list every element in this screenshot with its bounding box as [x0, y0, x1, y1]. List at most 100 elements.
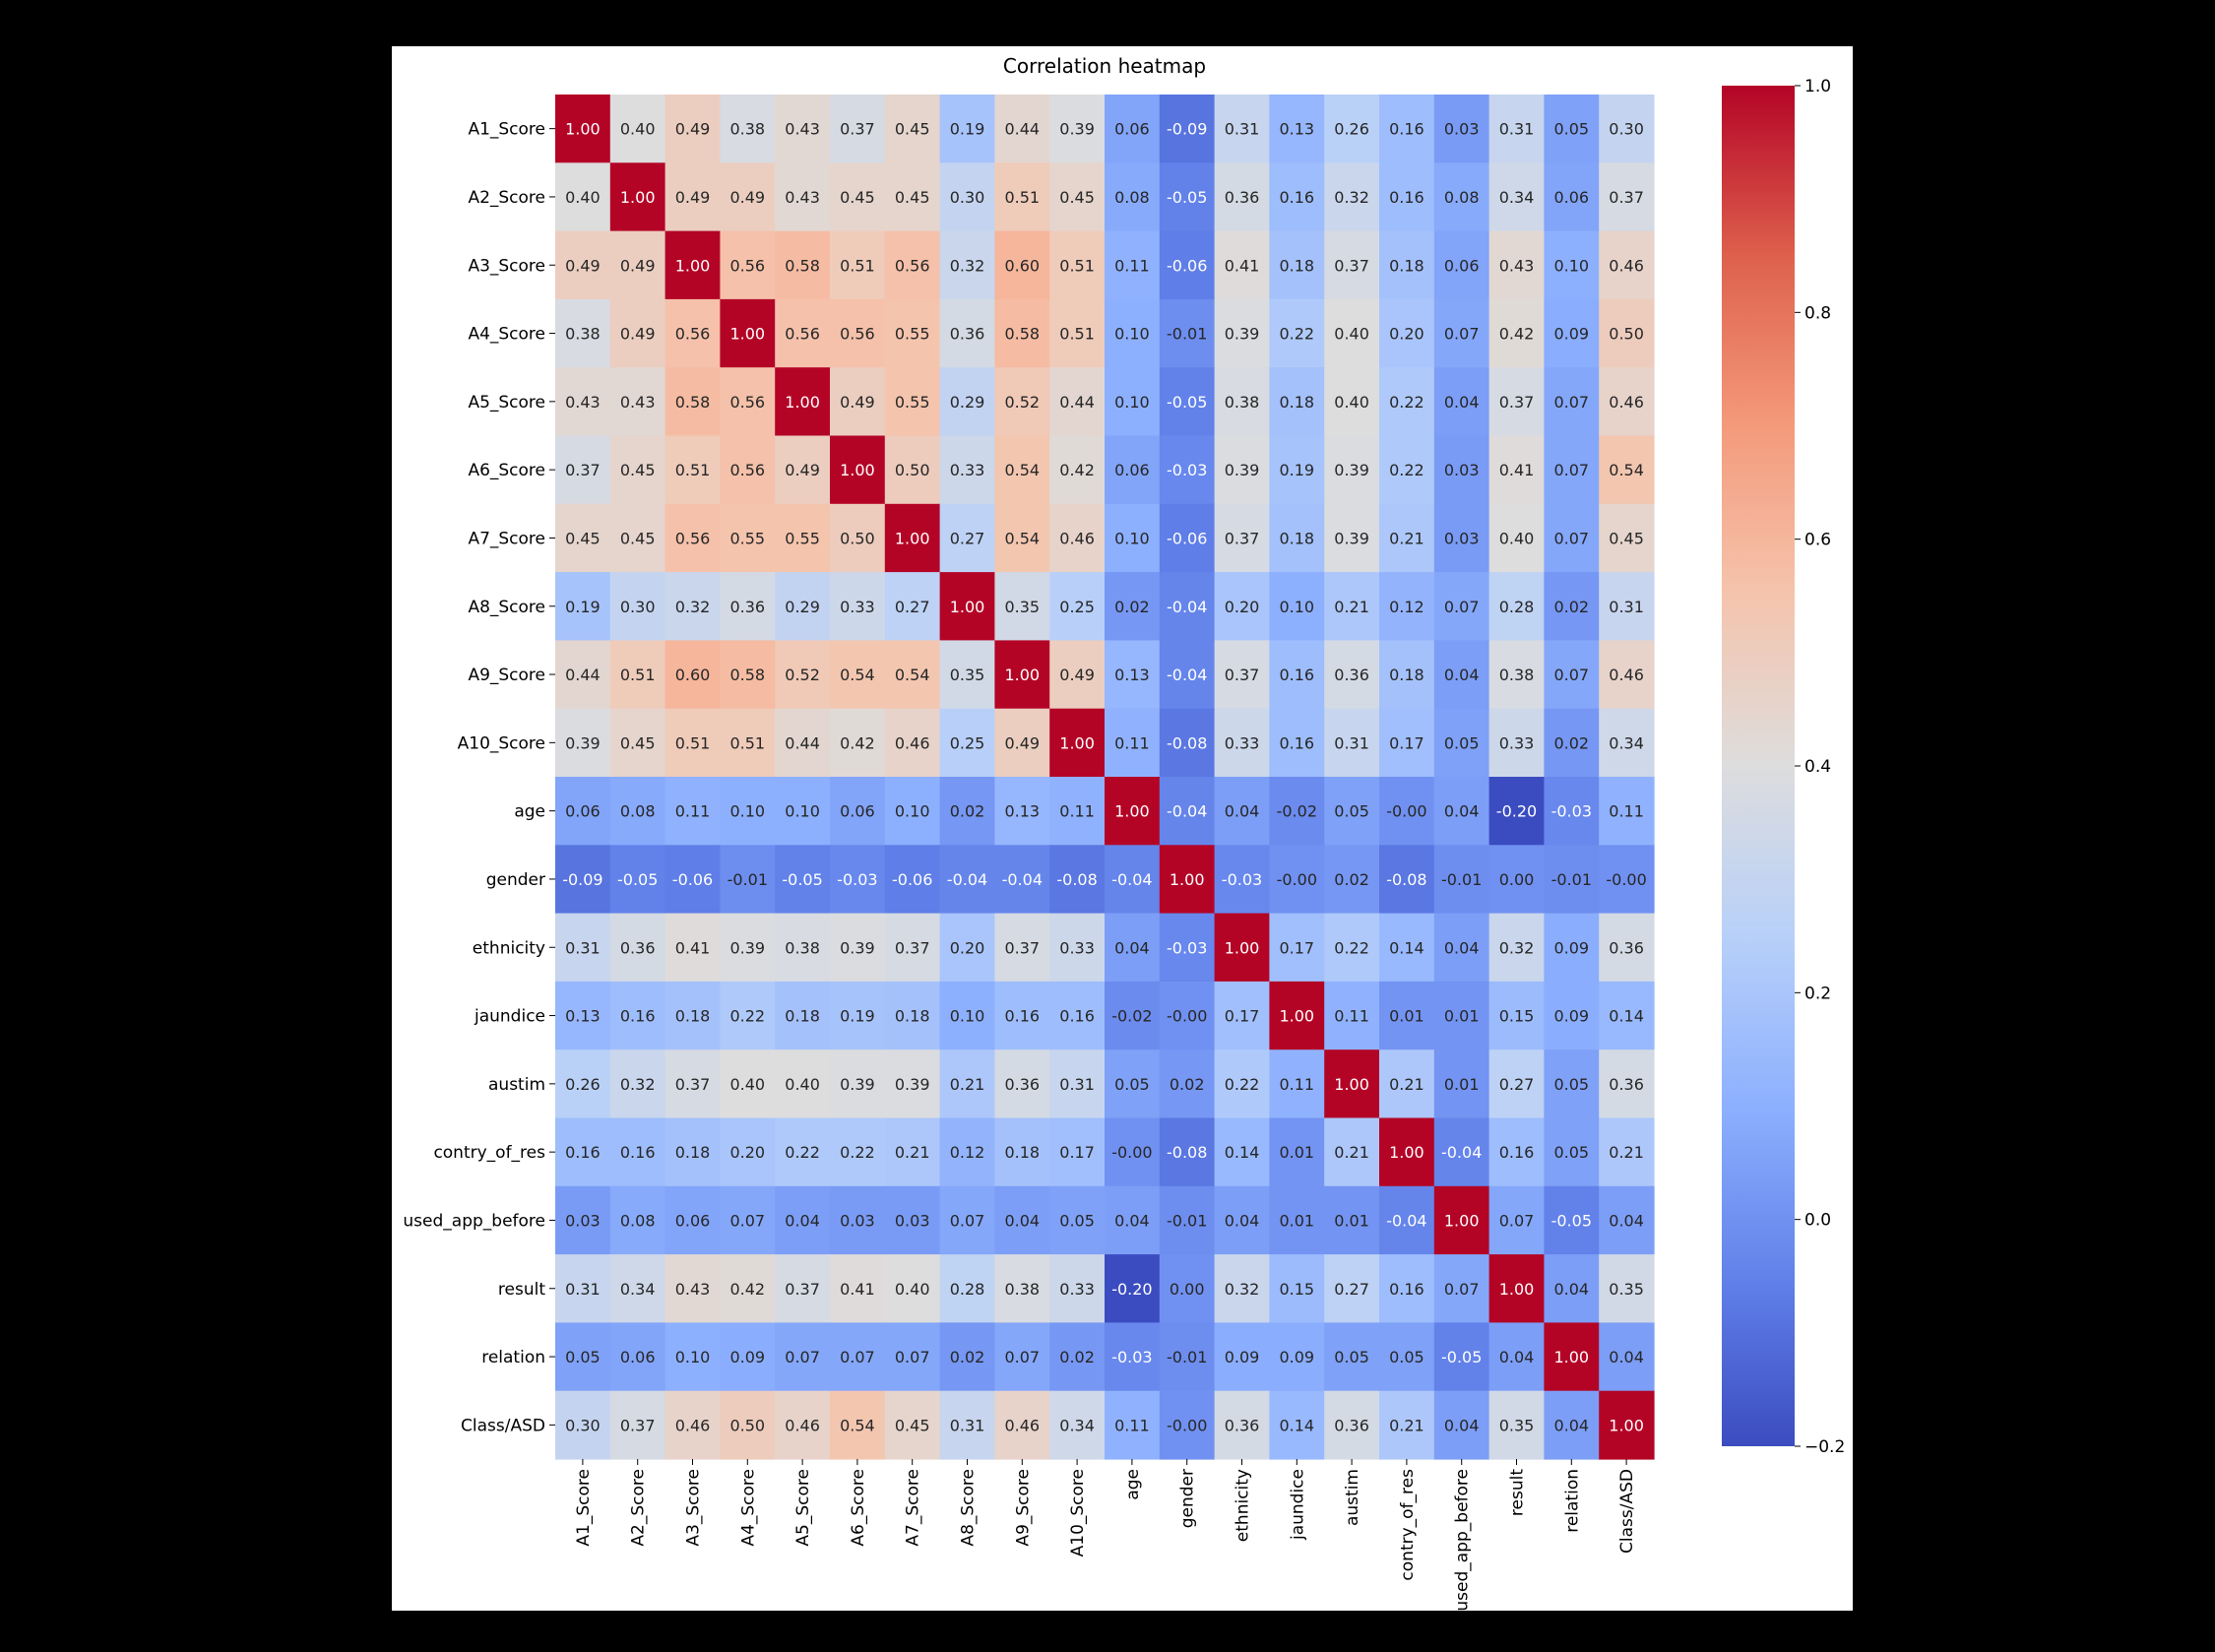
cell-value-label: 0.51 — [620, 666, 656, 684]
cell-value-label: 0.27 — [1334, 1280, 1369, 1299]
cell-value-label: 0.46 — [1609, 256, 1644, 275]
heatmap-cell — [1105, 298, 1161, 368]
cell-value-label: 0.40 — [785, 1075, 820, 1094]
heatmap-cell — [884, 1049, 941, 1119]
heatmap-cell — [1269, 1117, 1325, 1187]
cell-value-label: 0.49 — [785, 461, 820, 479]
cell-value-label: 0.20 — [950, 938, 985, 957]
heatmap-cell — [1433, 708, 1490, 778]
cell-value-label: 0.45 — [895, 188, 930, 207]
heatmap-cell — [1599, 95, 1655, 163]
heatmap-cell — [1159, 1254, 1216, 1323]
cell-value-label: 0.37 — [675, 1075, 711, 1094]
heatmap-cell — [939, 95, 995, 163]
cell-value-label: 0.17 — [1389, 733, 1424, 752]
cell-value-label: 0.05 — [1553, 1143, 1589, 1162]
cell-value-label: 0.22 — [1279, 325, 1314, 344]
cell-value-label: 0.45 — [895, 120, 930, 139]
heatmap-cell — [664, 640, 721, 710]
heatmap-cell — [939, 162, 995, 232]
cell-value-label: 0.45 — [840, 188, 875, 207]
cell-value-label: 0.18 — [895, 1007, 930, 1026]
x-tick-label: A7_Score — [904, 1469, 923, 1547]
heatmap-cell — [884, 162, 941, 232]
heatmap-cell — [1214, 845, 1270, 915]
cell-value-label: 0.40 — [565, 188, 601, 207]
heatmap-cell — [1379, 1254, 1435, 1323]
heatmap-cell — [1379, 913, 1435, 983]
heatmap-cell — [1433, 1254, 1490, 1323]
cell-value-label: 0.13 — [565, 1007, 601, 1026]
heatmap-cell — [1324, 640, 1380, 710]
heatmap-cell — [939, 230, 995, 300]
heatmap-cell — [1159, 367, 1216, 437]
cell-value-label: 0.10 — [1114, 325, 1150, 344]
cell-value-label: -0.05 — [1551, 1211, 1592, 1230]
cell-value-label: 0.30 — [620, 598, 656, 616]
colorbar-tick-label: 1.0 — [1804, 77, 1831, 96]
heatmap-cell — [939, 981, 995, 1050]
heatmap-cell — [609, 230, 666, 300]
cell-value-label: 0.05 — [1553, 1075, 1589, 1094]
heatmap-cell — [1379, 1390, 1435, 1460]
heatmap-cell — [1214, 1117, 1270, 1187]
cell-value-label: 0.22 — [1334, 938, 1369, 957]
cell-value-label: 0.12 — [950, 1143, 985, 1162]
cell-value-label: 0.54 — [895, 666, 930, 684]
heatmap-cell — [1049, 367, 1106, 437]
heatmap-cell — [555, 1390, 611, 1460]
cell-value-label: 0.04 — [1553, 1416, 1589, 1434]
heatmap-cell — [1214, 640, 1270, 710]
heatmap-cell — [884, 1185, 941, 1255]
heatmap-cell — [720, 1390, 776, 1460]
cell-value-label: 0.49 — [565, 256, 601, 275]
heatmap-cell — [1599, 708, 1655, 778]
cell-value-label: 0.39 — [840, 1075, 875, 1094]
heatmap-cell — [1433, 162, 1490, 232]
heatmap-cell — [775, 845, 831, 915]
heatmap-cell — [830, 1254, 886, 1323]
cell-value-label: 0.32 — [620, 1075, 656, 1094]
heatmap-cell — [1599, 435, 1655, 505]
heatmap-cell — [609, 1390, 666, 1460]
heatmap-cell — [994, 1117, 1050, 1187]
cell-value-label: 0.03 — [895, 1211, 930, 1230]
heatmap-cell — [609, 913, 666, 983]
heatmap-cell — [664, 1390, 721, 1460]
cell-value-label: 0.56 — [785, 325, 820, 344]
cell-value-label: 0.05 — [1553, 120, 1589, 139]
heatmap-cell — [1269, 1185, 1325, 1255]
cell-value-label: -0.04 — [1167, 666, 1207, 684]
heatmap-cell — [884, 1322, 941, 1392]
heatmap-cell — [775, 1185, 831, 1255]
heatmap-cell — [1324, 845, 1380, 915]
heatmap-cell — [1269, 777, 1325, 846]
heatmap-cell — [664, 367, 721, 437]
heatmap-cell — [555, 1254, 611, 1323]
cell-value-label: 0.31 — [1499, 120, 1535, 139]
cell-value-label: 0.42 — [1059, 461, 1095, 479]
heatmap-cell — [994, 572, 1050, 641]
cell-value-label: 0.49 — [620, 325, 656, 344]
heatmap-cell — [720, 1322, 776, 1392]
heatmap-cell — [555, 845, 611, 915]
cell-value-label: 0.05 — [1389, 1348, 1424, 1366]
cell-value-label: 0.14 — [1389, 938, 1424, 957]
cell-value-label: -0.01 — [1167, 325, 1207, 344]
heatmap-cell — [1214, 1390, 1270, 1460]
cell-value-label: 0.18 — [1389, 666, 1424, 684]
cell-value-label: 0.31 — [1225, 120, 1260, 139]
heatmap-cell — [555, 572, 611, 641]
heatmap-cell — [1105, 1390, 1161, 1460]
cell-value-label: 1.00 — [1499, 1280, 1535, 1299]
cell-value-label: -0.05 — [1167, 393, 1207, 412]
x-tick-label: used_app_before — [1453, 1469, 1473, 1611]
cell-value-label: 0.06 — [1114, 461, 1150, 479]
cell-value-label: 0.16 — [1059, 1007, 1095, 1026]
y-tick-label: relation — [481, 1348, 545, 1367]
colorbar-tick-label: −0.2 — [1804, 1437, 1845, 1457]
heatmap-cell — [1599, 845, 1655, 915]
heatmap-cell — [555, 1322, 611, 1392]
cell-value-label: 1.00 — [1225, 938, 1260, 957]
cell-value-label: 0.10 — [675, 1348, 711, 1366]
